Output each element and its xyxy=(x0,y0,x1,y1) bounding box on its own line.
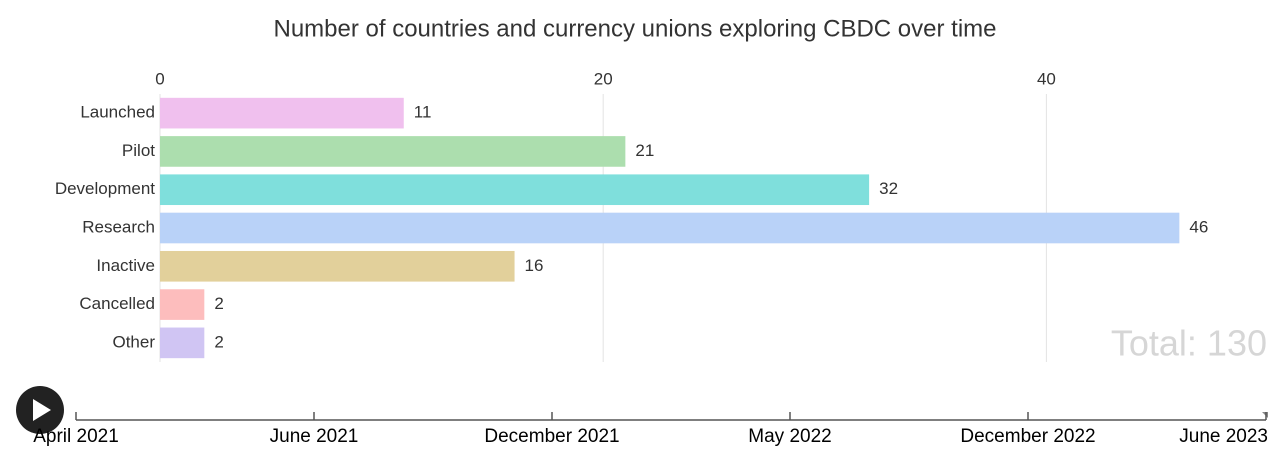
y-tick-label: Launched xyxy=(80,103,155,122)
x-tick-label: 0 xyxy=(155,69,164,88)
value-label: 32 xyxy=(879,179,898,198)
x-tick-label: 40 xyxy=(1037,69,1056,88)
y-tick-label: Research xyxy=(82,217,155,236)
value-label: 21 xyxy=(635,141,654,160)
y-tick-label: Development xyxy=(55,179,155,198)
bar xyxy=(160,136,626,167)
timeline-label: December 2021 xyxy=(484,426,619,447)
total-annotation: Total: 130 xyxy=(1111,323,1267,364)
bar xyxy=(160,97,404,129)
timeline-handle[interactable] xyxy=(1262,412,1268,418)
timeline-label: June 2021 xyxy=(270,426,359,447)
value-label: 11 xyxy=(414,103,432,122)
timeline-label: June 2023 xyxy=(1179,426,1268,447)
bar xyxy=(160,327,205,359)
play-button[interactable] xyxy=(16,386,64,434)
value-label: 16 xyxy=(525,256,544,275)
timeline-label: April 2021 xyxy=(33,426,119,447)
bar xyxy=(160,174,870,206)
x-tick-label: 20 xyxy=(594,69,613,88)
value-label: 46 xyxy=(1189,217,1208,236)
bar xyxy=(160,250,515,282)
play-icon[interactable] xyxy=(33,399,51,421)
y-tick-label: Pilot xyxy=(122,141,155,160)
value-label: 2 xyxy=(214,294,223,313)
value-label: 2 xyxy=(214,332,223,351)
timeline-label: December 2022 xyxy=(960,426,1095,447)
y-tick-label: Inactive xyxy=(96,256,155,275)
timeline-label: May 2022 xyxy=(748,426,831,447)
y-tick-label: Cancelled xyxy=(79,294,155,313)
y-tick-label: Other xyxy=(112,332,155,351)
chart-title: Number of countries and currency unions … xyxy=(274,15,997,42)
bar xyxy=(160,212,1180,244)
bar xyxy=(160,289,205,320)
